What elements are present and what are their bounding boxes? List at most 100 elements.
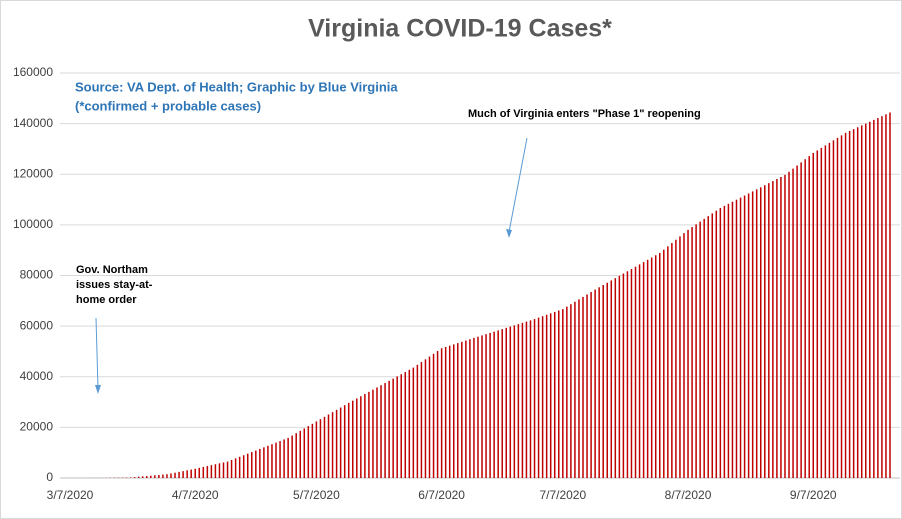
bar xyxy=(525,321,528,478)
bar xyxy=(671,243,673,478)
bar xyxy=(529,320,532,478)
bar xyxy=(364,394,366,478)
bar xyxy=(158,474,160,478)
bar xyxy=(513,325,516,478)
bar xyxy=(667,246,669,478)
bar xyxy=(141,476,144,478)
bar xyxy=(202,466,205,478)
bar xyxy=(675,239,677,478)
bar xyxy=(133,477,136,478)
bar xyxy=(618,275,621,478)
bar xyxy=(242,455,245,478)
bar xyxy=(578,299,580,478)
bar xyxy=(747,193,750,479)
bar xyxy=(489,332,491,478)
bar xyxy=(182,471,184,478)
bar xyxy=(784,174,786,478)
bar xyxy=(392,378,394,478)
bar xyxy=(412,367,415,478)
bar xyxy=(327,414,330,478)
bar xyxy=(396,376,398,478)
bar xyxy=(255,450,257,478)
bar xyxy=(137,476,140,478)
bar xyxy=(711,213,714,478)
bar xyxy=(457,343,459,478)
bar xyxy=(614,278,617,478)
chart-title: Virginia COVID-19 Cases* xyxy=(308,15,612,43)
bar xyxy=(356,398,358,478)
bar xyxy=(687,229,689,478)
bar xyxy=(759,187,762,479)
bar xyxy=(788,171,790,478)
bar xyxy=(129,477,132,478)
bar xyxy=(808,156,810,478)
y-tick-label: 0 xyxy=(46,470,53,484)
source-note: Source: VA Dept. of Health; Graphic by B… xyxy=(75,79,398,94)
bar xyxy=(804,159,806,478)
bar xyxy=(339,407,342,478)
bar xyxy=(477,336,479,478)
bar xyxy=(792,168,794,478)
bar xyxy=(865,123,867,478)
bar xyxy=(448,345,451,478)
bar xyxy=(812,152,815,478)
annotation: issues stay-at- xyxy=(76,279,153,291)
bar xyxy=(848,130,851,478)
bar xyxy=(481,335,483,478)
bar xyxy=(230,459,233,478)
bar xyxy=(226,461,229,478)
bar xyxy=(800,162,802,478)
bar xyxy=(295,433,297,478)
bar xyxy=(432,353,435,478)
bar xyxy=(307,426,310,478)
bar xyxy=(238,456,241,478)
annotation: Gov. Northam xyxy=(76,264,148,276)
bar xyxy=(246,453,249,478)
bar xyxy=(372,389,374,478)
bar xyxy=(388,380,390,478)
bar xyxy=(630,268,633,478)
y-tick-label: 20000 xyxy=(20,420,54,434)
bar xyxy=(206,466,209,478)
bar xyxy=(190,469,192,478)
bar xyxy=(537,317,540,478)
bar xyxy=(642,262,645,478)
bar xyxy=(869,121,871,478)
bar xyxy=(331,412,334,478)
bar xyxy=(234,458,237,478)
bar xyxy=(263,447,265,478)
bar xyxy=(347,402,350,478)
bar xyxy=(743,195,746,479)
arrow xyxy=(508,137,528,233)
bar xyxy=(279,441,281,478)
bar xyxy=(291,435,293,478)
bar xyxy=(545,314,548,478)
bar xyxy=(287,437,289,478)
bar xyxy=(444,346,447,478)
bar xyxy=(465,340,467,478)
bar xyxy=(582,296,584,478)
bar xyxy=(820,147,823,478)
bar xyxy=(638,264,641,478)
bar xyxy=(251,452,253,478)
bar xyxy=(816,150,819,478)
bar xyxy=(178,471,180,478)
bar xyxy=(594,289,596,478)
bar xyxy=(646,259,649,478)
bar xyxy=(315,421,318,478)
bar xyxy=(699,221,701,478)
bar xyxy=(885,114,887,479)
bar xyxy=(461,341,463,478)
bar xyxy=(404,372,407,478)
bar xyxy=(877,118,879,479)
bar xyxy=(549,313,552,478)
bar xyxy=(162,474,164,478)
bar xyxy=(150,475,152,478)
bar xyxy=(654,255,657,478)
bar xyxy=(566,306,568,478)
bar xyxy=(562,309,564,478)
bar xyxy=(194,468,196,478)
annotation: home order xyxy=(76,294,137,306)
bar xyxy=(840,135,843,478)
